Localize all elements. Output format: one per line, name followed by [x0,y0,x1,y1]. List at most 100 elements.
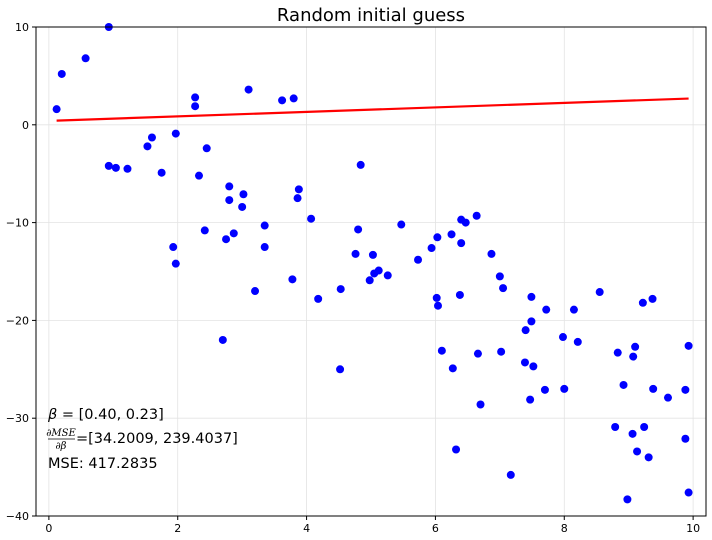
data-point [123,164,132,173]
data-point [293,194,302,203]
data-point [356,160,365,169]
data-point [527,292,536,301]
data-point [374,266,383,275]
data-point [383,271,392,280]
data-point [633,447,642,456]
data-point [560,384,569,393]
axis-ticks: 0 2 4 6 8 10 −40 −30 −20 −10 0 10 [6,21,700,535]
data-point [644,453,653,462]
data-point [542,305,551,314]
gradient-denominator: ∂β [56,441,67,452]
data-point [681,385,690,394]
data-point [628,429,637,438]
data-point [640,423,649,432]
data-point [595,288,604,297]
data-point [452,445,461,454]
data-point [684,341,693,350]
data-point [432,293,441,302]
data-point [307,214,316,223]
data-point [663,393,672,402]
data-point [368,250,377,259]
data-point [433,233,442,242]
data-point [476,400,485,409]
data-point [472,211,481,220]
data-point [414,255,423,264]
regression-line [56,97,689,122]
data-point [244,85,253,94]
data-point [200,226,209,235]
y-tick-label: −40 [6,510,29,523]
data-point [558,333,567,342]
data-point [238,202,247,211]
data-point [143,142,152,151]
data-point [57,69,66,78]
data-point [157,168,166,177]
data-point [194,171,203,180]
data-point [365,276,374,285]
data-point [278,96,287,105]
chart-title: Random initial guess [277,5,465,26]
data-point [506,470,515,479]
gradient-value: =[34.2009, 239.4037] [76,431,238,447]
x-tick-label: 8 [561,522,568,535]
x-tick-label: 2 [174,522,181,535]
data-point [520,358,529,367]
data-point [229,229,238,238]
data-points [52,23,693,504]
data-point [573,337,582,346]
y-tick-label: 10 [15,21,29,34]
data-point [681,434,690,443]
data-point [569,305,578,314]
data-point [448,364,457,373]
beta-value: = [0.40, 0.23] [57,407,163,423]
y-tick-label: −10 [6,217,29,230]
data-point [354,225,363,234]
data-point [191,102,200,111]
x-tick-label: 10 [686,522,700,535]
y-tick-label: −20 [6,314,29,327]
data-point [191,93,200,102]
y-tick-label: 0 [22,119,29,132]
data-point [171,129,180,138]
data-point [81,54,90,63]
x-tick-label: 6 [432,522,439,535]
beta-symbol: β [47,407,57,423]
data-point [251,287,260,296]
data-point [111,163,120,172]
data-point [613,348,622,357]
data-point [455,290,464,299]
data-point [104,161,113,170]
data-point [222,235,231,244]
data-point [218,335,227,344]
data-point [529,362,538,371]
data-point [437,346,446,355]
data-point [526,395,535,404]
data-point [497,347,506,356]
data-point [52,105,61,114]
data-point [499,284,508,293]
data-point [619,380,628,389]
data-point [434,301,442,310]
data-point [521,326,530,335]
data-point [623,495,632,504]
data-point [239,190,248,199]
data-point [260,243,269,252]
data-point [260,221,269,230]
data-point [611,423,620,432]
data-point [540,385,549,394]
data-point [225,182,234,191]
data-point [202,144,211,153]
data-point [487,249,496,258]
data-point [457,239,466,248]
x-tick-label: 0 [45,522,52,535]
data-point [336,285,345,294]
data-point [289,94,298,103]
plot-frame [35,26,707,517]
beta-annotation: β = [0.40, 0.23] [47,407,164,423]
data-point [527,317,536,326]
data-point [629,352,638,361]
data-point [288,275,297,284]
data-point [638,298,647,307]
data-point [684,488,693,497]
